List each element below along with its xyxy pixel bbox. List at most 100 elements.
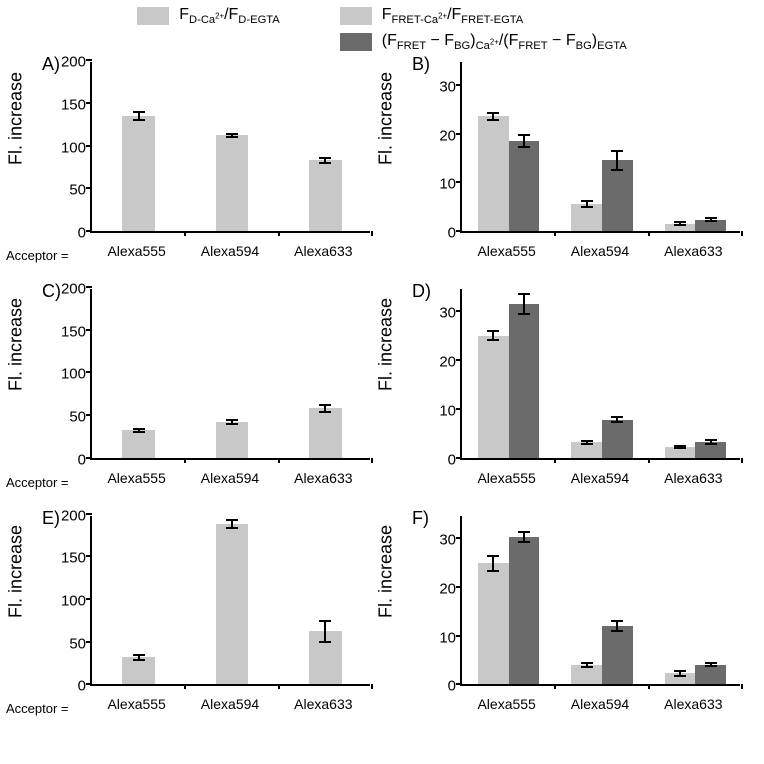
error-bar bbox=[231, 420, 233, 423]
panel-label: C) bbox=[42, 281, 61, 302]
x-tick-mark bbox=[648, 458, 650, 463]
x-tick-mark bbox=[554, 458, 556, 463]
y-tick-mark bbox=[456, 359, 462, 361]
bar bbox=[309, 160, 342, 231]
y-tick-label: 30 bbox=[430, 78, 456, 95]
y-tick-label: 50 bbox=[60, 635, 86, 652]
x-tick-label: Alexa594 bbox=[201, 696, 259, 712]
error-bar bbox=[586, 441, 588, 444]
plot-area bbox=[90, 516, 370, 687]
error-bar bbox=[523, 135, 525, 148]
bar bbox=[478, 116, 509, 231]
y-tick-label: 50 bbox=[60, 182, 86, 199]
y-tick-mark bbox=[86, 457, 92, 459]
y-tick-label: 150 bbox=[60, 97, 86, 114]
legend-right-2-label: (FFRET − FBG)Ca2+/(FFRET − FBG)EGTA bbox=[382, 32, 627, 52]
y-axis-label: Fl. increase bbox=[376, 298, 397, 391]
bar bbox=[509, 537, 540, 684]
y-tick-label: 100 bbox=[60, 593, 86, 610]
acceptor-prefix: Acceptor = bbox=[6, 475, 69, 490]
y-tick-mark bbox=[456, 635, 462, 637]
x-tick-label: Alexa633 bbox=[294, 696, 352, 712]
y-tick-label: 30 bbox=[430, 532, 456, 549]
y-tick-mark bbox=[456, 230, 462, 232]
y-tick-mark bbox=[86, 230, 92, 232]
x-tick-mark bbox=[371, 684, 373, 689]
error-bar bbox=[138, 112, 140, 121]
x-tick-label: Alexa555 bbox=[107, 696, 165, 712]
bar bbox=[122, 657, 155, 684]
error-bar bbox=[492, 113, 494, 121]
figure-root: FD-Ca2+/FD-EGTA FFRET-Ca2+/FFRET-EGTA (F… bbox=[0, 0, 764, 764]
y-tick-label: 20 bbox=[430, 580, 456, 597]
x-tick-label: Alexa594 bbox=[571, 243, 629, 259]
y-tick-mark bbox=[456, 408, 462, 410]
y-tick-label: 10 bbox=[430, 629, 456, 646]
y-tick-mark bbox=[86, 371, 92, 373]
x-tick-label: Alexa633 bbox=[294, 243, 352, 259]
legend-right-1-label: FFRET-Ca2+/FFRET-EGTA bbox=[382, 6, 524, 26]
panel-D: D)Fl. increase0102030Alexa555Alexa594Ale… bbox=[388, 283, 746, 500]
y-axis-label: Fl. increase bbox=[6, 72, 27, 165]
bar bbox=[216, 422, 249, 458]
error-bar bbox=[710, 440, 712, 444]
x-tick-mark bbox=[554, 684, 556, 689]
error-bar bbox=[616, 621, 618, 632]
x-tick-mark bbox=[278, 684, 280, 689]
y-tick-label: 100 bbox=[60, 139, 86, 156]
error-bar bbox=[523, 294, 525, 314]
x-tick-mark bbox=[184, 458, 186, 463]
y-tick-label: 100 bbox=[60, 366, 86, 383]
y-tick-label: 200 bbox=[60, 54, 86, 71]
x-tick-mark bbox=[554, 231, 556, 236]
y-tick-mark bbox=[456, 586, 462, 588]
y-tick-label: 0 bbox=[430, 451, 456, 468]
y-tick-label: 150 bbox=[60, 550, 86, 567]
y-tick-mark bbox=[86, 513, 92, 515]
y-tick-mark bbox=[86, 187, 92, 189]
plot-area bbox=[460, 62, 740, 233]
y-tick-mark bbox=[456, 683, 462, 685]
error-bar bbox=[586, 663, 588, 667]
error-bar bbox=[138, 429, 140, 432]
x-tick-label: Alexa555 bbox=[477, 696, 535, 712]
bar bbox=[602, 626, 633, 685]
legend: FD-Ca2+/FD-EGTA FFRET-Ca2+/FFRET-EGTA (F… bbox=[0, 0, 764, 52]
y-tick-label: 20 bbox=[430, 354, 456, 371]
x-tick-label: Alexa633 bbox=[664, 470, 722, 486]
bar bbox=[122, 430, 155, 457]
error-bar bbox=[710, 218, 712, 221]
error-bar bbox=[492, 556, 494, 572]
x-tick-label: Alexa594 bbox=[571, 696, 629, 712]
bar bbox=[509, 141, 540, 231]
y-tick-mark bbox=[86, 145, 92, 147]
x-tick-label: Alexa594 bbox=[201, 243, 259, 259]
y-tick-mark bbox=[86, 683, 92, 685]
plot-area bbox=[460, 516, 740, 687]
error-bar bbox=[231, 520, 233, 529]
y-tick-mark bbox=[456, 181, 462, 183]
x-tick-mark bbox=[648, 231, 650, 236]
y-tick-label: 150 bbox=[60, 323, 86, 340]
x-tick-mark bbox=[648, 684, 650, 689]
y-tick-label: 0 bbox=[60, 678, 86, 695]
y-tick-mark bbox=[86, 59, 92, 61]
y-tick-mark bbox=[86, 414, 92, 416]
y-tick-mark bbox=[456, 84, 462, 86]
bar bbox=[509, 304, 540, 458]
x-tick-mark bbox=[741, 231, 743, 236]
y-tick-mark bbox=[456, 133, 462, 135]
bar bbox=[695, 665, 726, 685]
y-tick-label: 0 bbox=[430, 225, 456, 242]
plot-area bbox=[90, 62, 370, 233]
x-tick-label: Alexa594 bbox=[571, 470, 629, 486]
y-tick-mark bbox=[86, 102, 92, 104]
x-tick-mark bbox=[371, 458, 373, 463]
acceptor-prefix: Acceptor = bbox=[6, 248, 69, 263]
panel-C: C)Fl. increaseAcceptor =050100150200Alex… bbox=[18, 283, 376, 500]
y-axis-label: Fl. increase bbox=[376, 72, 397, 165]
legend-swatch-right-2 bbox=[340, 33, 372, 51]
x-tick-label: Alexa555 bbox=[477, 470, 535, 486]
y-tick-label: 20 bbox=[430, 127, 456, 144]
bar bbox=[122, 116, 155, 231]
